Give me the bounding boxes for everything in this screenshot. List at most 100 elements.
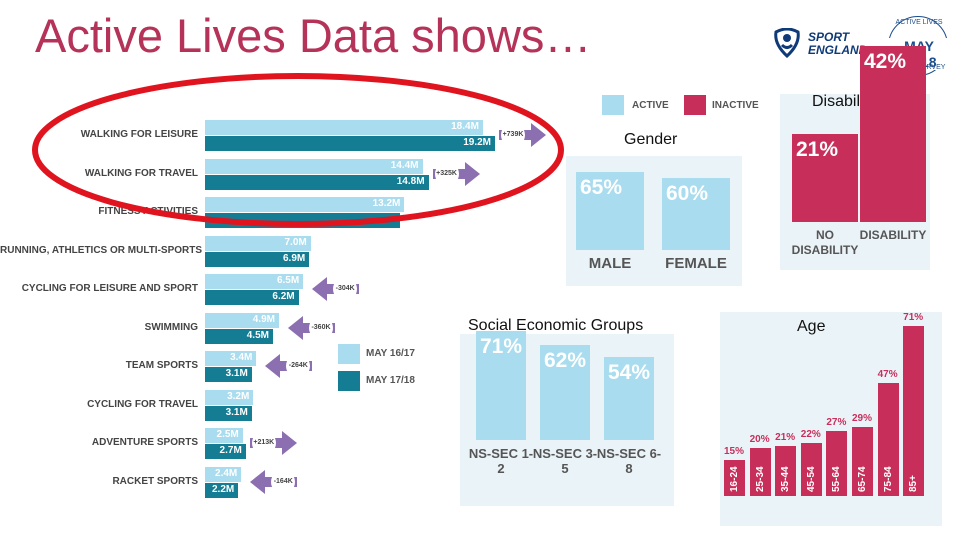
- bar-may17-value: 19.2M: [463, 137, 491, 148]
- decrease-arrow: -304K: [311, 276, 361, 302]
- bar-may17-value: 14.8M: [396, 175, 425, 187]
- age-value: 22%: [800, 429, 821, 441]
- category-label: CYCLING FOR TRAVEL: [87, 398, 198, 410]
- gender-title: Gender: [624, 131, 678, 148]
- gender-value: 65%: [580, 176, 623, 199]
- bar-may17-value: 2.2M: [211, 483, 235, 495]
- bar-may17: [205, 290, 299, 305]
- age-bar: [800, 443, 822, 496]
- bar-may16-value: 2.4M: [215, 467, 238, 479]
- bar-may17-value: 4.5M: [246, 329, 269, 341]
- bar-may16-value: 6.5M: [276, 275, 300, 286]
- bar-may17: [205, 405, 252, 421]
- change-value: -304K: [333, 277, 358, 301]
- seg-bar: [476, 331, 526, 440]
- disability-value: 42%: [864, 49, 907, 73]
- legend-may17-swatch: [338, 371, 360, 391]
- bar-may17: [205, 174, 429, 190]
- age-bar: [903, 326, 925, 496]
- seg-chart: 71% NS-SEC 1-2 62% NS-SEC 3-5 54% NS-SEC 6-8: [460, 331, 674, 506]
- category-label: RUNNING, ATHLETICS OR MULTI-SPORTS: [0, 244, 203, 256]
- change-value: +325K: [434, 161, 459, 186]
- age-chart: 15% 16-24 20% 25-34 21% 35-44 22% 45-54 27% 55-64…: [720, 312, 942, 526]
- bar-may17-value: 6.9M: [282, 252, 306, 264]
- legend-may17-label: MAY 17/18: [366, 375, 415, 386]
- bar-may16: [205, 235, 311, 251]
- bar-may16-value: 7.0M: [284, 236, 307, 248]
- bar-may16: [205, 389, 254, 405]
- legend-inactive-swatch: [684, 95, 706, 115]
- bar-may16: [205, 120, 483, 135]
- bar-may16-value: 3.2M: [227, 390, 250, 402]
- increase-arrow: +739K: [497, 122, 547, 148]
- change-value: +213K: [251, 431, 276, 455]
- age-value: 20%: [749, 434, 770, 446]
- legend-inactive-label: INACTIVE: [712, 100, 759, 111]
- bar-may17: [205, 482, 239, 498]
- change-value: -164K: [271, 469, 296, 494]
- bar-may16: [205, 466, 242, 482]
- seg-title: Social Economic Groups: [468, 317, 644, 334]
- seg-bar: [540, 344, 590, 440]
- badge-top-text: ACTIVE LIVES: [895, 19, 943, 26]
- disability-chart: 21% NO DISABILITY 42% DISABILITY: [780, 45, 930, 270]
- gender-category: FEMALE: [665, 255, 727, 272]
- bar-may17: [205, 136, 495, 151]
- disability-bar: [860, 45, 926, 222]
- disability-bar: [792, 133, 858, 222]
- decrease-arrow: -264K: [264, 353, 314, 379]
- bar-may17: [205, 328, 273, 344]
- bar-may17: [205, 444, 246, 459]
- age-bar: [724, 460, 745, 496]
- bar-may16: [205, 428, 243, 443]
- disability-category: NO DISABILITY: [791, 228, 859, 257]
- seg-value: 54%: [608, 361, 651, 385]
- seg-value: 71%: [480, 335, 523, 359]
- age-title: Age: [797, 318, 826, 335]
- category-label: ADVENTURE SPORTS: [91, 437, 198, 448]
- bar-may16: [205, 274, 304, 289]
- age-value: 29%: [851, 412, 872, 424]
- bar-may16-value: 2.5M: [216, 429, 239, 440]
- disability-category: DISABILITY: [859, 228, 927, 242]
- legend-may16-label: MAY 16/17: [366, 348, 415, 359]
- bar-may17: [205, 251, 310, 267]
- age-bar: [826, 431, 848, 496]
- page-title: Active Lives Data shows…: [35, 9, 592, 62]
- bar-may17: [205, 367, 252, 382]
- sport-england-icon: [774, 27, 800, 59]
- bar-may16-value: 3.4M: [230, 352, 253, 363]
- increase-arrow: +325K: [431, 161, 481, 187]
- gender-bar: [576, 172, 644, 250]
- age-bar: [749, 448, 771, 496]
- gender-category: MALE: [588, 255, 632, 272]
- legend-active-label: ACTIVE: [632, 100, 669, 111]
- gender-chart: 65% MALE 60% FEMALE: [566, 156, 742, 286]
- decrease-arrow: -164K: [249, 469, 299, 495]
- seg-value: 62%: [544, 348, 587, 372]
- age-value: 47%: [877, 369, 898, 381]
- bar-may16: [205, 197, 405, 212]
- age-bar: [877, 383, 899, 496]
- bar-may16: [205, 312, 279, 328]
- category-label: SWIMMING: [144, 321, 198, 333]
- seg-category: NS-SEC 1-2: [468, 446, 534, 476]
- gender-bar: [662, 178, 730, 250]
- bar-may16: [205, 351, 257, 366]
- change-value: -264K: [286, 354, 311, 378]
- seg-bar: [604, 357, 654, 440]
- change-value: +739K: [501, 123, 525, 147]
- category-label: RACKET SPORTS: [112, 475, 198, 487]
- age-value: 21%: [775, 431, 796, 443]
- legend-may16-swatch: [338, 344, 360, 364]
- seg-category: NS-SEC 6-8: [596, 446, 662, 476]
- bar-may17-value: 3.1M: [225, 368, 248, 379]
- bar-may17-value: 2.7M: [219, 445, 242, 456]
- bar-may17-value: 6.2M: [272, 291, 295, 302]
- bar-may16-value: 18.4M: [451, 121, 479, 132]
- age-bar: [775, 445, 797, 496]
- seg-category: NS-SEC 3-5: [532, 446, 598, 476]
- change-value: -360K: [309, 315, 333, 340]
- sport-england-text: SPORT ENGLAND: [808, 30, 868, 57]
